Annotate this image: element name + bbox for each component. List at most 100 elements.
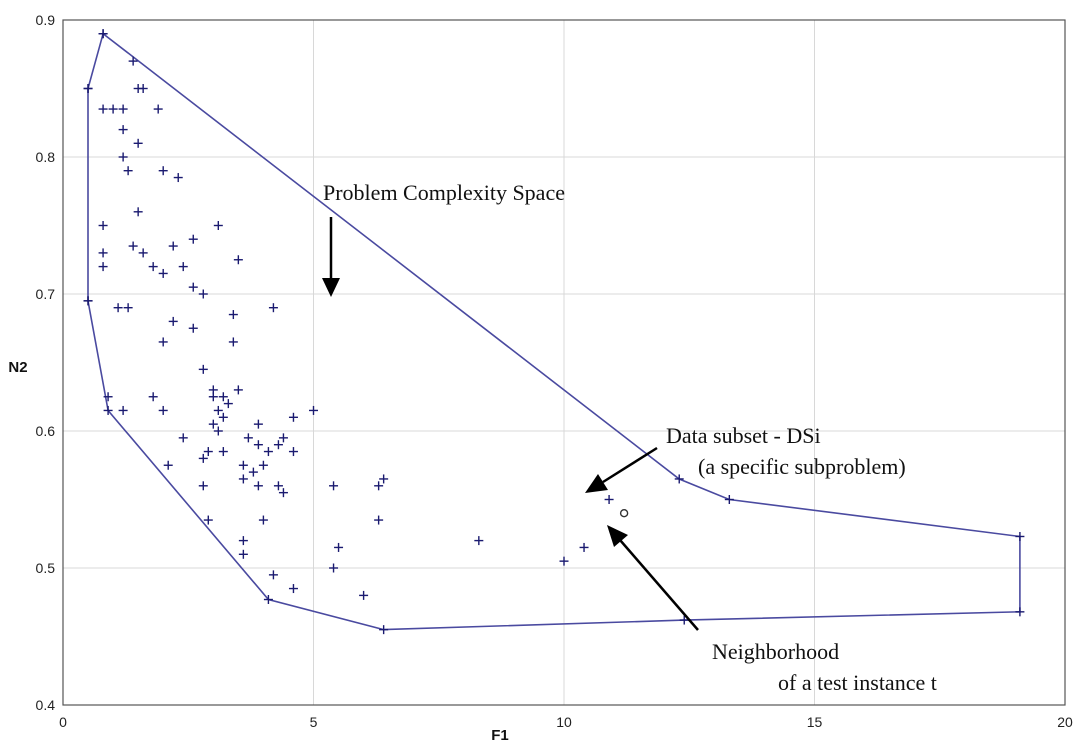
data-point bbox=[253, 419, 263, 429]
hull-vertex-point bbox=[83, 296, 93, 306]
data-point bbox=[153, 104, 163, 114]
annotation-text: Neighborhood bbox=[712, 639, 839, 664]
annotation-arrow bbox=[619, 539, 699, 631]
data-point bbox=[374, 515, 384, 525]
data-point bbox=[198, 289, 208, 299]
complexity-space-hull bbox=[87, 32, 1021, 631]
data-point bbox=[273, 481, 283, 491]
data-point bbox=[213, 426, 223, 436]
data-point bbox=[138, 84, 148, 93]
data-points bbox=[83, 29, 1025, 635]
y-tick-label: 0.6 bbox=[36, 423, 56, 439]
data-point bbox=[98, 221, 108, 230]
data-point bbox=[198, 364, 208, 374]
data-point bbox=[258, 460, 268, 470]
data-point bbox=[158, 405, 168, 415]
data-point bbox=[158, 268, 168, 278]
data-point bbox=[228, 337, 238, 347]
data-point bbox=[118, 152, 128, 162]
data-point bbox=[198, 481, 208, 491]
data-point bbox=[253, 481, 263, 491]
arrow-head bbox=[585, 474, 608, 493]
data-point bbox=[263, 447, 273, 457]
y-tick-label: 0.4 bbox=[36, 697, 56, 713]
hull-vertex-point bbox=[83, 84, 93, 93]
hull-vertex-point bbox=[98, 29, 108, 39]
x-tick-label: 20 bbox=[1057, 714, 1073, 730]
data-point bbox=[163, 460, 173, 470]
data-point bbox=[128, 241, 138, 251]
grid bbox=[62, 19, 1066, 706]
data-point bbox=[148, 262, 158, 272]
data-point bbox=[173, 173, 183, 183]
data-point bbox=[278, 488, 288, 498]
data-point bbox=[374, 481, 384, 491]
data-point bbox=[278, 433, 288, 443]
annotation-text: Problem Complexity Space bbox=[323, 180, 565, 205]
data-point bbox=[178, 433, 188, 443]
annotation-text: (a specific subproblem) bbox=[698, 454, 906, 479]
data-point bbox=[238, 549, 248, 559]
data-point bbox=[329, 563, 339, 573]
data-point bbox=[218, 412, 228, 422]
plot-frame bbox=[62, 19, 1066, 706]
hull-vertex-point bbox=[1015, 607, 1025, 617]
data-point bbox=[334, 542, 344, 552]
data-point bbox=[213, 221, 223, 230]
annotation-neighborhood: Neighborhood of a test instance t bbox=[607, 525, 937, 695]
data-point bbox=[243, 433, 253, 443]
data-point bbox=[118, 405, 128, 415]
data-point bbox=[108, 104, 118, 114]
data-point bbox=[218, 392, 228, 402]
data-point bbox=[268, 303, 278, 313]
data-point bbox=[168, 241, 178, 251]
data-point bbox=[98, 262, 108, 272]
x-axis-label: F1 bbox=[491, 727, 509, 744]
data-point bbox=[379, 474, 389, 484]
data-point bbox=[238, 474, 248, 484]
data-point bbox=[273, 440, 283, 450]
data-point bbox=[288, 584, 298, 594]
data-point bbox=[113, 303, 123, 313]
data-point bbox=[258, 515, 268, 525]
data-point bbox=[178, 262, 188, 272]
data-point bbox=[138, 248, 148, 258]
y-tick-label: 0.7 bbox=[36, 286, 56, 302]
data-point bbox=[329, 481, 339, 491]
data-point bbox=[559, 556, 569, 566]
data-point bbox=[123, 166, 133, 176]
hull-vertex-point bbox=[724, 495, 734, 504]
data-point bbox=[148, 392, 158, 402]
data-point bbox=[103, 392, 113, 402]
test-instance-marker bbox=[619, 509, 629, 518]
data-point bbox=[604, 495, 614, 504]
data-point bbox=[208, 392, 218, 402]
data-point bbox=[133, 207, 143, 217]
data-point bbox=[474, 536, 484, 546]
data-point bbox=[288, 412, 298, 422]
data-point bbox=[218, 447, 228, 457]
annotation-data-subset: Data subset - DSi (a specific subproblem… bbox=[585, 423, 906, 493]
x-tick-label: 15 bbox=[807, 714, 823, 730]
data-point bbox=[579, 542, 589, 552]
data-point bbox=[238, 536, 248, 546]
data-point bbox=[268, 570, 278, 580]
data-point bbox=[288, 447, 298, 457]
hull-vertex-point bbox=[103, 405, 113, 415]
data-point bbox=[359, 590, 369, 600]
x-tick-label: 10 bbox=[556, 714, 572, 730]
hull-vertex-point bbox=[1015, 531, 1025, 541]
data-point bbox=[98, 104, 108, 114]
data-point bbox=[198, 453, 208, 463]
data-point bbox=[158, 337, 168, 347]
data-point bbox=[213, 405, 223, 415]
data-point bbox=[188, 234, 198, 244]
y-axis-label: N2 bbox=[8, 359, 27, 376]
y-tick-label: 0.9 bbox=[36, 12, 56, 28]
data-point bbox=[309, 405, 318, 415]
y-tick-label: 0.5 bbox=[36, 560, 56, 576]
data-point bbox=[233, 255, 243, 265]
data-point bbox=[128, 56, 138, 66]
data-point bbox=[188, 323, 198, 333]
